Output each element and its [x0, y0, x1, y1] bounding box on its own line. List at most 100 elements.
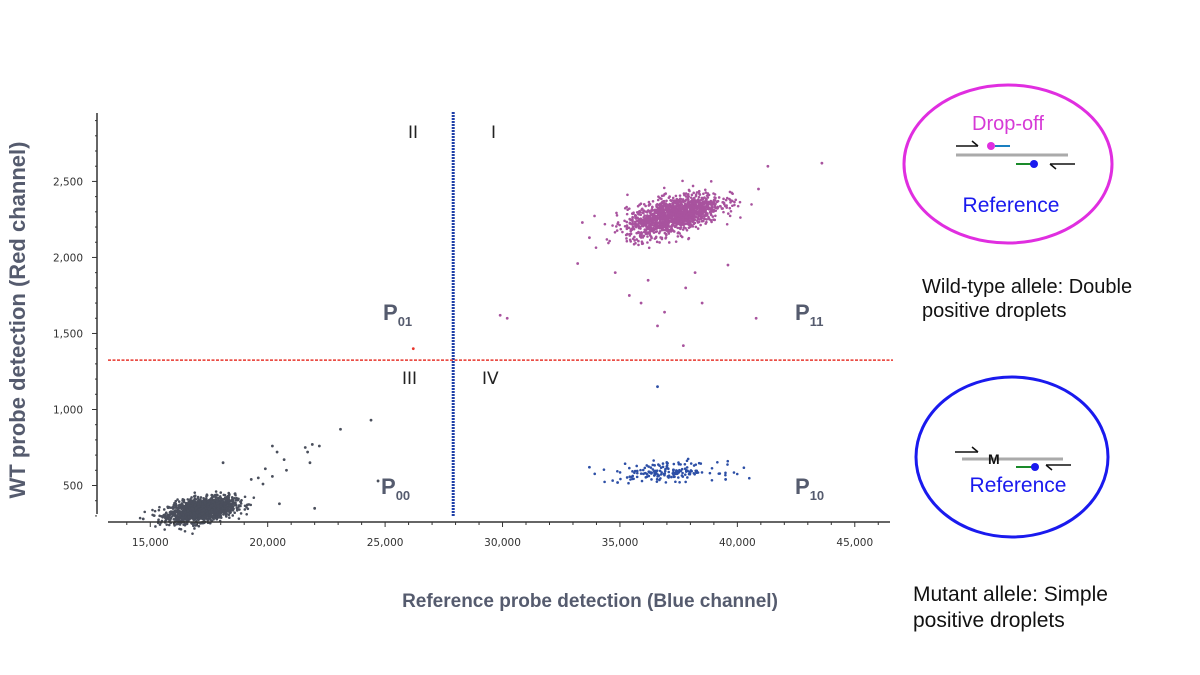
outlier-point	[313, 506, 317, 510]
data-point	[639, 213, 643, 217]
data-point	[643, 466, 647, 470]
data-point	[688, 189, 691, 193]
data-point	[646, 235, 649, 238]
data-point	[661, 215, 665, 219]
data-point	[672, 462, 676, 466]
outlier-point	[498, 313, 502, 317]
data-point	[174, 506, 178, 509]
data-point	[605, 238, 609, 241]
data-point	[625, 220, 629, 224]
data-point	[683, 202, 687, 206]
data-point	[728, 206, 732, 210]
data-point	[729, 209, 733, 213]
data-point	[698, 209, 701, 213]
data-point	[194, 506, 198, 510]
data-point	[665, 208, 668, 211]
x-tick-label: 30,000	[484, 537, 521, 549]
data-point	[167, 523, 171, 527]
data-point	[231, 500, 235, 504]
y-tick-label: 500	[63, 481, 83, 493]
data-point	[706, 204, 710, 208]
x-tick-label: 40,000	[719, 537, 756, 549]
data-point	[652, 459, 655, 462]
data-point	[642, 472, 645, 476]
data-point	[686, 192, 690, 196]
data-point	[709, 212, 713, 215]
data-point	[719, 205, 722, 208]
data-point	[664, 236, 668, 239]
data-point	[227, 513, 231, 517]
data-point	[176, 513, 180, 516]
data-point	[711, 215, 715, 218]
data-point	[663, 231, 667, 235]
data-point	[662, 204, 666, 208]
data-point	[177, 500, 181, 503]
outlier-point	[646, 278, 650, 282]
data-point	[699, 217, 702, 220]
data-point	[707, 215, 710, 219]
data-point	[653, 224, 657, 228]
data-point	[252, 496, 256, 500]
outlier-point	[693, 271, 697, 275]
data-point	[635, 469, 639, 473]
data-point	[662, 225, 665, 228]
data-point	[187, 515, 191, 518]
data-point	[693, 218, 696, 221]
data-point	[658, 478, 661, 482]
data-point	[671, 208, 675, 211]
data-point	[698, 213, 701, 216]
data-point	[613, 231, 617, 234]
data-point	[679, 201, 683, 205]
data-point	[649, 466, 653, 469]
data-point	[659, 222, 663, 226]
data-point	[705, 198, 708, 202]
data-point	[692, 222, 696, 226]
data-point	[623, 219, 626, 223]
data-point	[686, 476, 689, 479]
data-point	[655, 477, 659, 481]
outlier-point	[684, 286, 688, 290]
outlier-point	[249, 478, 253, 481]
outlier-point	[317, 444, 321, 448]
data-point	[672, 230, 676, 233]
data-point	[713, 205, 717, 209]
data-point	[184, 517, 188, 521]
data-point	[712, 192, 715, 195]
data-point	[731, 204, 734, 208]
data-point	[619, 477, 622, 481]
data-point	[645, 226, 648, 229]
data-point	[173, 511, 177, 514]
data-point	[180, 507, 183, 511]
data-point	[674, 194, 678, 198]
data-point	[686, 222, 689, 226]
data-point	[701, 204, 704, 208]
series-double-negative	[138, 418, 380, 535]
series-reference-only	[588, 385, 751, 485]
data-point	[626, 208, 629, 212]
data-point	[643, 228, 647, 232]
data-point	[223, 505, 227, 508]
data-point	[625, 239, 629, 243]
outlier-point	[308, 461, 312, 465]
data-point	[180, 502, 184, 505]
data-point	[703, 196, 706, 199]
data-point	[202, 496, 205, 500]
data-point	[169, 516, 173, 519]
data-point	[655, 470, 658, 473]
data-point	[675, 203, 679, 207]
data-point	[658, 241, 661, 244]
data-point	[659, 219, 662, 223]
data-point	[742, 466, 746, 470]
data-point	[245, 513, 248, 516]
data-point	[167, 506, 171, 510]
data-point	[659, 473, 663, 476]
caption-line: positive droplets	[922, 300, 1067, 322]
data-point	[706, 196, 710, 199]
data-point	[201, 509, 204, 512]
outlier-point	[263, 467, 267, 471]
data-point	[642, 230, 646, 234]
data-point	[653, 208, 657, 212]
data-point	[634, 241, 637, 245]
data-point	[217, 496, 220, 500]
x-tick-label: 20,000	[249, 537, 286, 549]
